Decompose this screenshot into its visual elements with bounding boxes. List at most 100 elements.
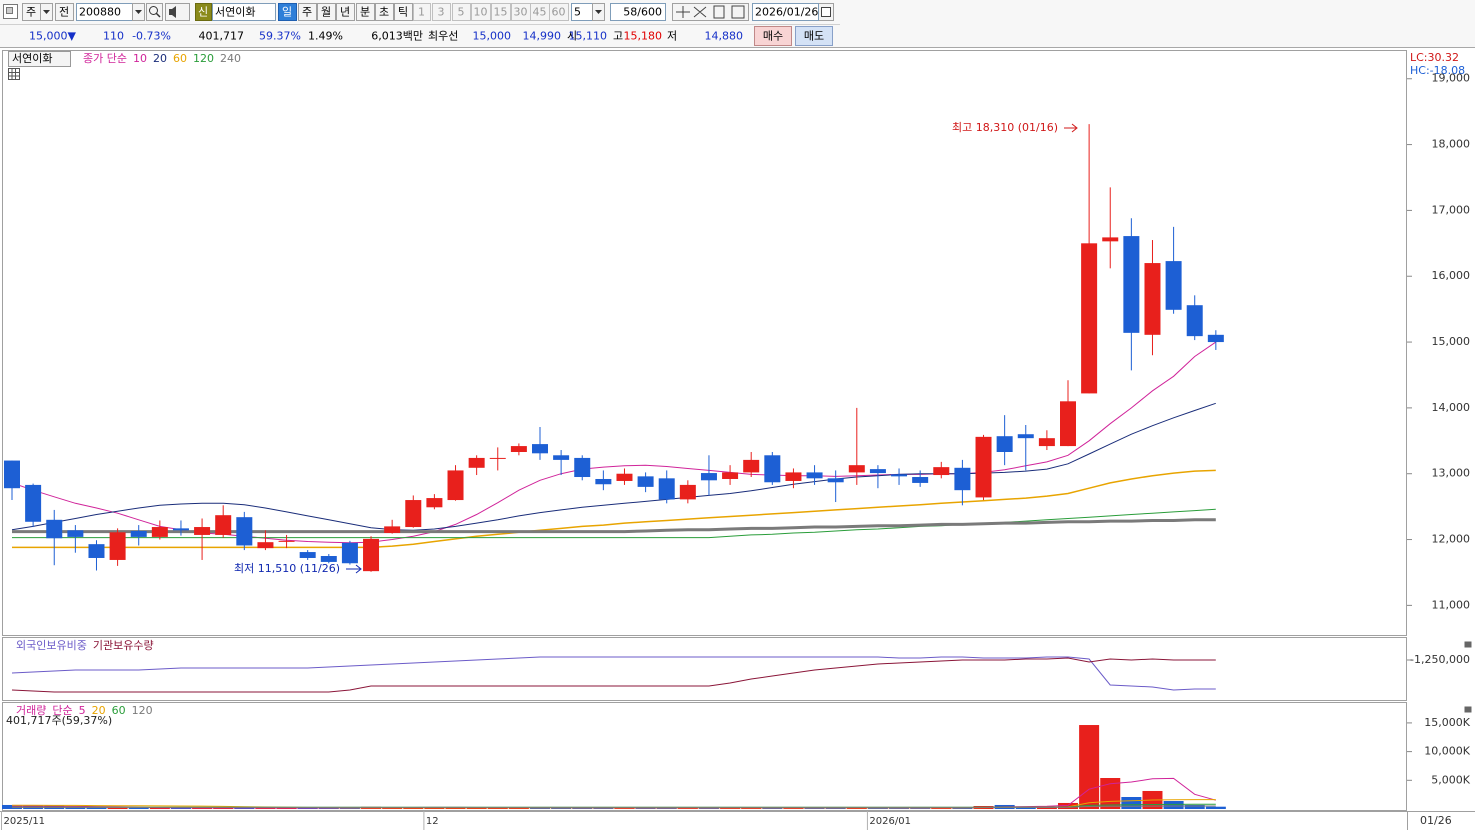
candle-body <box>1081 243 1098 394</box>
line <box>11 656 1216 691</box>
volume-bar <box>1205 806 1226 809</box>
toolbar-label[interactable]: 년 <box>340 6 350 19</box>
candle-body <box>109 532 126 560</box>
y-tick-label: 18,000 <box>1432 138 1471 151</box>
panel-button[interactable] <box>1464 641 1472 648</box>
y-tick-label: 17,000 <box>1432 203 1471 216</box>
volume-bar <box>128 807 149 809</box>
sound-button[interactable] <box>165 3 190 21</box>
toolbar-label[interactable]: 2026/01/26 <box>755 6 818 19</box>
toolbar-button[interactable] <box>317 3 336 21</box>
panel-button[interactable] <box>1464 706 1472 713</box>
toolbar-button[interactable] <box>413 3 431 21</box>
candle-body <box>236 517 253 546</box>
toolbar-label[interactable]: 신 <box>198 6 208 19</box>
toolbar-button[interactable] <box>491 3 511 21</box>
toolbar-label[interactable]: 분 <box>360 6 370 19</box>
candle-body <box>891 474 908 477</box>
toolbar-label[interactable]: 45 <box>533 6 547 19</box>
toolbar-label[interactable]: 3 <box>438 6 445 19</box>
toolbar-button[interactable] <box>549 3 569 21</box>
toolbar-label[interactable]: 전 <box>59 6 69 19</box>
volume-bar <box>1184 804 1205 809</box>
toolbar-button[interactable] <box>212 3 276 21</box>
volume-bar <box>508 807 529 809</box>
toolbar-button[interactable] <box>195 3 212 21</box>
candle-body <box>4 460 20 489</box>
volume-bar <box>424 807 445 809</box>
toolbar-label[interactable]: 초 <box>379 6 389 19</box>
quote-value[interactable]: 매수 <box>763 30 783 43</box>
volume-bar <box>783 808 804 809</box>
toolbar-button[interactable] <box>432 3 451 21</box>
quote-value: 15,000 <box>473 30 512 43</box>
toolbar-label[interactable]: 5 <box>458 6 465 19</box>
candle-body <box>679 484 696 500</box>
volume-bar <box>825 807 846 809</box>
candle-body <box>912 477 929 483</box>
legend-entry: 20 <box>92 704 106 717</box>
candle-body <box>954 467 971 491</box>
toolbar-button[interactable] <box>278 3 297 21</box>
order-button[interactable] <box>754 26 792 46</box>
candle-body <box>532 444 548 454</box>
toolbar-label[interactable]: 일 <box>282 5 292 19</box>
high-annotation: 최고 18,310 (01/16) <box>952 121 1058 134</box>
quote-value[interactable]: 매도 <box>804 30 824 43</box>
toolbar-button[interactable] <box>336 3 355 21</box>
table-icon[interactable] <box>8 68 20 80</box>
volume-bar <box>86 807 107 809</box>
candle-body <box>827 478 844 483</box>
legend-title: 거래량 <box>16 704 46 717</box>
search-icon <box>155 12 161 18</box>
quote-value: 6,013백만 <box>371 30 423 43</box>
toolbar-button[interactable] <box>356 3 375 21</box>
toolbar-label[interactable]: 10 <box>474 6 488 19</box>
toolbar-label[interactable]: 월 <box>321 6 331 19</box>
search-button[interactable] <box>146 3 163 21</box>
quote-value: 1.49% <box>308 30 343 43</box>
candle-body <box>215 515 232 535</box>
toolbar-label[interactable]: 서연이화 <box>215 6 255 19</box>
toolbar-button[interactable] <box>752 3 819 21</box>
quote-value: 59.37% <box>259 30 301 43</box>
candle-body <box>1038 438 1055 447</box>
toolbar-label[interactable]: 15 <box>494 6 508 19</box>
toolbar-button[interactable] <box>610 3 666 21</box>
toolbar-label[interactable]: 200880 <box>79 6 121 19</box>
volume-bar <box>318 808 339 809</box>
candle-body <box>341 542 358 564</box>
toolbar-label[interactable]: 틱 <box>398 6 408 19</box>
y-tick-label: 5,000K <box>1431 773 1470 786</box>
volume-bar <box>720 808 741 809</box>
toolbar-button[interactable] <box>55 3 74 21</box>
candle-body <box>1017 434 1034 439</box>
order-button[interactable] <box>795 26 833 46</box>
candle-body <box>637 476 654 487</box>
toolbar-button[interactable] <box>394 3 413 21</box>
candle-body <box>996 436 1013 452</box>
toolbar-button[interactable] <box>375 3 394 21</box>
toolbar-label[interactable]: 5 <box>574 6 581 19</box>
legend-box[interactable] <box>8 51 71 67</box>
candle-body <box>1102 237 1119 242</box>
toolbar-button[interactable] <box>471 3 491 21</box>
toolbar-label[interactable]: 주 <box>302 6 312 19</box>
dropdown-arrow <box>43 10 50 14</box>
toolbar-label[interactable]: 58/600 <box>623 6 662 19</box>
toolbar-label[interactable]: 1 <box>418 6 425 19</box>
low-arrow <box>346 564 362 574</box>
toolbar-button[interactable] <box>452 3 471 21</box>
candle-body <box>743 459 760 473</box>
y-tick-label: 15,000K <box>1424 716 1470 729</box>
toolbar-label[interactable]: 60 <box>552 6 566 19</box>
toolbar-button[interactable] <box>298 3 317 21</box>
legend-entry: 60 <box>173 52 187 65</box>
search-icon <box>149 6 158 15</box>
line <box>11 341 1217 544</box>
toolbar-label[interactable]: 30 <box>514 6 528 19</box>
volume-bar <box>931 807 952 809</box>
toolbar-label[interactable]: 주 <box>26 6 36 19</box>
candle-body <box>510 446 527 452</box>
tool-icons[interactable] <box>672 3 749 21</box>
